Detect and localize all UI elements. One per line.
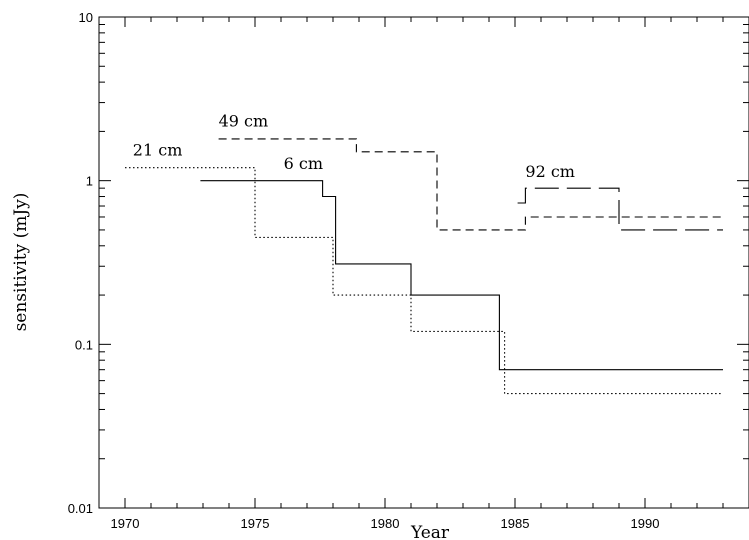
x-tick-label: 1990 [631, 516, 660, 531]
plot-frame [98, 16, 749, 509]
series-lines [125, 138, 723, 395]
series-line-92cm [517, 187, 723, 231]
x-tick-label: 1980 [371, 516, 400, 531]
series-line-6cm [200, 180, 723, 371]
x-axis-title: Year [410, 523, 450, 540]
y-tick-label: 0.1 [75, 337, 93, 352]
x-tick-label: 1970 [111, 516, 140, 531]
series-label-21cm: 21 cm [133, 141, 183, 160]
x-tick-label: 1975 [241, 516, 270, 531]
series-line-49cm [218, 138, 723, 231]
axis-ticks: 1970 1975 1980 1985 1990 0.01 0.1 1 10 [68, 10, 749, 531]
series-labels: 21 cm 49 cm 6 cm 92 cm [133, 111, 575, 181]
series-label-6cm: 6 cm [284, 154, 323, 173]
y-axis-title: sensitivity (mJy) [11, 193, 31, 332]
y-tick-label: 1 [86, 174, 93, 189]
series-label-49cm: 49 cm [219, 111, 269, 130]
y-tick-label: 0.01 [68, 501, 93, 516]
x-tick-label: 1985 [501, 516, 530, 531]
series-label-92cm: 92 cm [525, 162, 575, 181]
series-line-21cm [125, 167, 723, 395]
y-tick-label: 10 [79, 10, 93, 25]
